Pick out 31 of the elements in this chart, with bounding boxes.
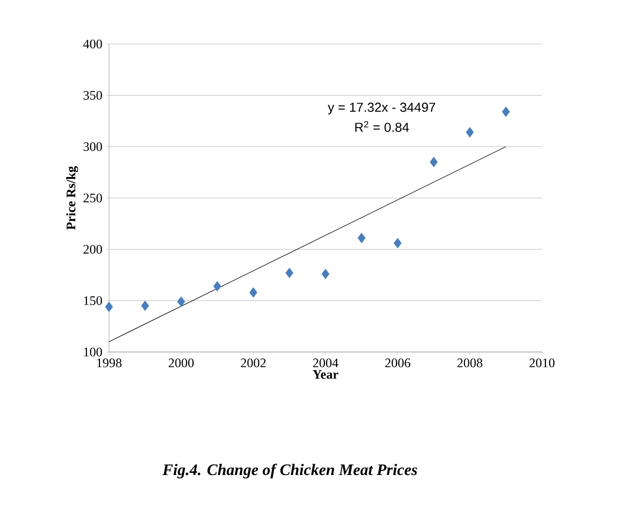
point bbox=[141, 300, 150, 311]
x-tick-label: 2002 bbox=[240, 358, 266, 368]
point bbox=[249, 287, 258, 298]
point bbox=[322, 268, 330, 280]
point bbox=[394, 238, 402, 248]
y-tick-label: 400 bbox=[83, 40, 102, 48]
y-axis-title: Price Rs/kg bbox=[66, 166, 78, 230]
x-tick-label: 2008 bbox=[457, 358, 482, 368]
x-tick-label: 2006 bbox=[385, 358, 410, 368]
x-tick-label: 1998 bbox=[97, 358, 122, 368]
x-tick-label: 2004 bbox=[313, 358, 338, 368]
text: Fig.4. Change of Chicken Meat Prices bbox=[162, 464, 418, 478]
point bbox=[358, 232, 366, 244]
point bbox=[430, 156, 438, 168]
x-axis-title: Year bbox=[312, 370, 338, 379]
point bbox=[105, 302, 113, 312]
y-tick-label: 300 bbox=[84, 142, 102, 152]
y-tick-label: 250 bbox=[84, 194, 102, 202]
x-tick-label: 2010 bbox=[530, 358, 555, 368]
point bbox=[502, 106, 510, 117]
point bbox=[213, 281, 222, 292]
point bbox=[177, 296, 186, 307]
y-tick-label: 100 bbox=[84, 348, 102, 356]
y-tick-label: 200 bbox=[84, 244, 102, 254]
annotation: y = 17.32x - 34497 bbox=[328, 102, 436, 114]
point bbox=[285, 268, 294, 278]
x-tick-label: 2000 bbox=[168, 358, 194, 368]
y-tick-label: 350 bbox=[84, 90, 102, 100]
annotation: R$^{2}$ = 0.84 bbox=[355, 121, 409, 132]
point bbox=[466, 127, 474, 138]
y-tick-label: 150 bbox=[84, 296, 102, 306]
